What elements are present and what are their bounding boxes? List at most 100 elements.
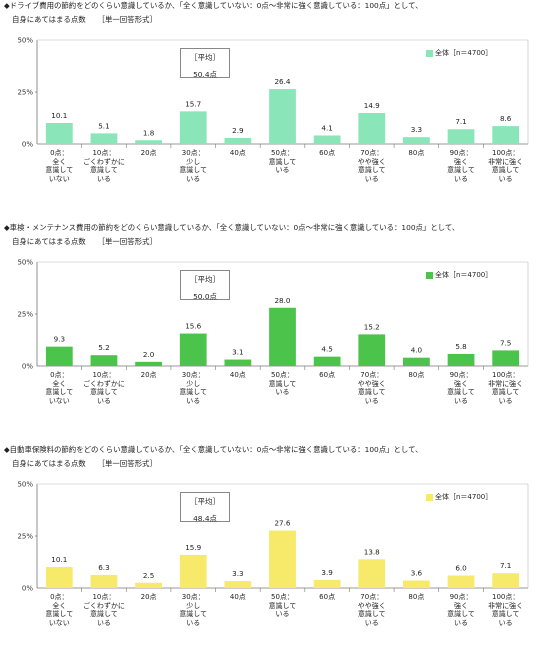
category-label-line: 80点 xyxy=(408,149,425,157)
category-label-line: 50点： xyxy=(271,149,294,157)
category-label-line: いる xyxy=(498,396,513,405)
bar xyxy=(90,355,118,366)
category-label-line: 40点 xyxy=(229,371,246,379)
category-label-line: 意識して xyxy=(491,388,520,397)
category-label: 100点： 非常に強く 意識して いる xyxy=(483,371,528,405)
category-label-line: 100点： xyxy=(491,149,520,157)
category-label-line: 10点： xyxy=(92,593,116,601)
data-label: 9.3 xyxy=(54,335,65,344)
question-target: 自身にあてはまる点数 xyxy=(12,15,86,24)
legend-label: 全体［n＝4700］ xyxy=(435,493,493,501)
category-label-line: 0点： xyxy=(50,371,69,379)
category-label-line: いる xyxy=(364,396,379,405)
category-label-line: 0点： xyxy=(50,149,69,157)
category-label-line: いる xyxy=(186,174,201,183)
category-label: 40点 xyxy=(216,149,261,158)
average-title: ［平均］ xyxy=(190,497,220,506)
question-text: ◆ドライブ費用の節約をどのくらい意識しているか、「全く意識していない：0点～非常… xyxy=(4,1,423,10)
bar xyxy=(45,122,73,144)
data-label: 3.9 xyxy=(321,568,333,577)
legend: 全体［n＝4700］ xyxy=(426,48,492,58)
category-label-line: 30点： xyxy=(181,593,205,601)
category-label-line: 意識して xyxy=(90,610,118,619)
category-label-line: 20点 xyxy=(140,149,157,157)
category-label-line: 80点 xyxy=(408,593,425,601)
data-label: 5.1 xyxy=(98,121,109,130)
category-label: 70点： やや強く 意識して いる xyxy=(349,149,394,183)
category-label-line: 全く xyxy=(52,157,67,166)
bar xyxy=(179,554,207,588)
category-label: 90点： 強く 意識して いる xyxy=(439,371,484,405)
category-label-line: 20点 xyxy=(140,593,157,601)
category-label-line: いる xyxy=(454,396,469,405)
category-label-line: 意識して xyxy=(447,388,475,397)
chart-panel-2: ◆車検・メンテナンス費用の節約をどのくらい意識しているか、「全く意識していない：… xyxy=(0,222,536,444)
data-label: 10.1 xyxy=(51,555,67,564)
bar xyxy=(179,333,207,366)
category-label-line: 10点： xyxy=(92,371,116,379)
category-label-line: 少し xyxy=(186,601,201,610)
average-title: ［平均］ xyxy=(190,53,220,62)
category-label-line: 60点 xyxy=(319,371,336,379)
category-label-line: 意識して xyxy=(357,388,386,397)
category-label-line: 意識して xyxy=(357,166,386,175)
category-label: 30点： 少し 意識して いる xyxy=(171,371,216,405)
question-target: 自身にあてはまる点数 xyxy=(12,237,86,246)
category-label: 50点： 意識して いる xyxy=(260,593,305,619)
average-value: 50.0点 xyxy=(193,292,217,301)
category-label: 30点： 少し 意識して いる xyxy=(171,149,216,183)
bar xyxy=(269,307,296,366)
data-label: 6.0 xyxy=(455,564,467,573)
category-label-line: 40点 xyxy=(229,593,246,601)
category-label-line: 全く xyxy=(52,379,67,388)
category-label-line: 60点 xyxy=(319,149,336,157)
bar xyxy=(224,137,252,144)
category-label-line: 非常に強く xyxy=(488,379,524,388)
category-label: 20点 xyxy=(126,149,171,158)
y-tick-label: 0% xyxy=(22,363,33,371)
data-label: 2.5 xyxy=(143,571,154,580)
data-label: 4.5 xyxy=(321,345,332,354)
category-label-line: 意識して xyxy=(179,166,208,175)
question-text: ◆自動車保険料の節約をどのくらい意識しているか、「全く意識していない：0点～非常… xyxy=(4,445,423,454)
category-label: 60点 xyxy=(305,371,350,380)
bar xyxy=(492,126,520,144)
legend: 全体［n＝4700］ xyxy=(426,492,492,502)
bar xyxy=(45,566,73,588)
bar xyxy=(135,582,162,588)
data-label: 5.2 xyxy=(98,343,109,352)
category-label-line: 30点： xyxy=(181,149,205,157)
category-label-line: 強く xyxy=(454,601,469,610)
category-label-line: いる xyxy=(96,174,111,183)
category-label: 50点： 意識して いる xyxy=(260,371,305,397)
category-label-line: 非常に強く xyxy=(488,601,524,610)
question-format: ［単一回答形式］ xyxy=(97,459,157,468)
question-format: ［単一回答形式］ xyxy=(97,237,157,246)
average-box: ［平均］ 50.0点 xyxy=(180,270,230,301)
bar xyxy=(447,129,475,144)
category-label-line: ごくわずかに xyxy=(82,157,125,166)
category-label-line: やや強く xyxy=(357,601,386,610)
category-label-line: 意識して xyxy=(45,610,74,619)
bar xyxy=(358,334,386,366)
bar xyxy=(358,559,386,588)
data-label: 4.0 xyxy=(411,346,423,355)
category-label: 70点： やや強く 意識して いる xyxy=(349,593,394,627)
data-label: 3.3 xyxy=(411,125,422,134)
category-label: 60点 xyxy=(305,593,350,602)
category-label: 0点： 全く 意識して いない xyxy=(37,149,82,183)
data-label: 14.9 xyxy=(364,101,380,110)
category-label-line: 少し xyxy=(186,157,201,166)
category-label-line: いる xyxy=(275,610,290,619)
bar xyxy=(492,573,520,588)
category-label-line: いる xyxy=(186,618,201,627)
category-label: 40点 xyxy=(216,371,261,380)
bar xyxy=(492,350,520,366)
bar xyxy=(403,357,430,366)
y-tick-label: 0% xyxy=(22,585,33,593)
y-tick-label: 50% xyxy=(17,481,33,489)
category-label-line: 意識して xyxy=(90,388,118,397)
category-label-line: 全く xyxy=(52,601,67,610)
average-box: ［平均］ 48.4点 xyxy=(180,492,230,523)
category-label-line: 意識して xyxy=(268,379,297,388)
